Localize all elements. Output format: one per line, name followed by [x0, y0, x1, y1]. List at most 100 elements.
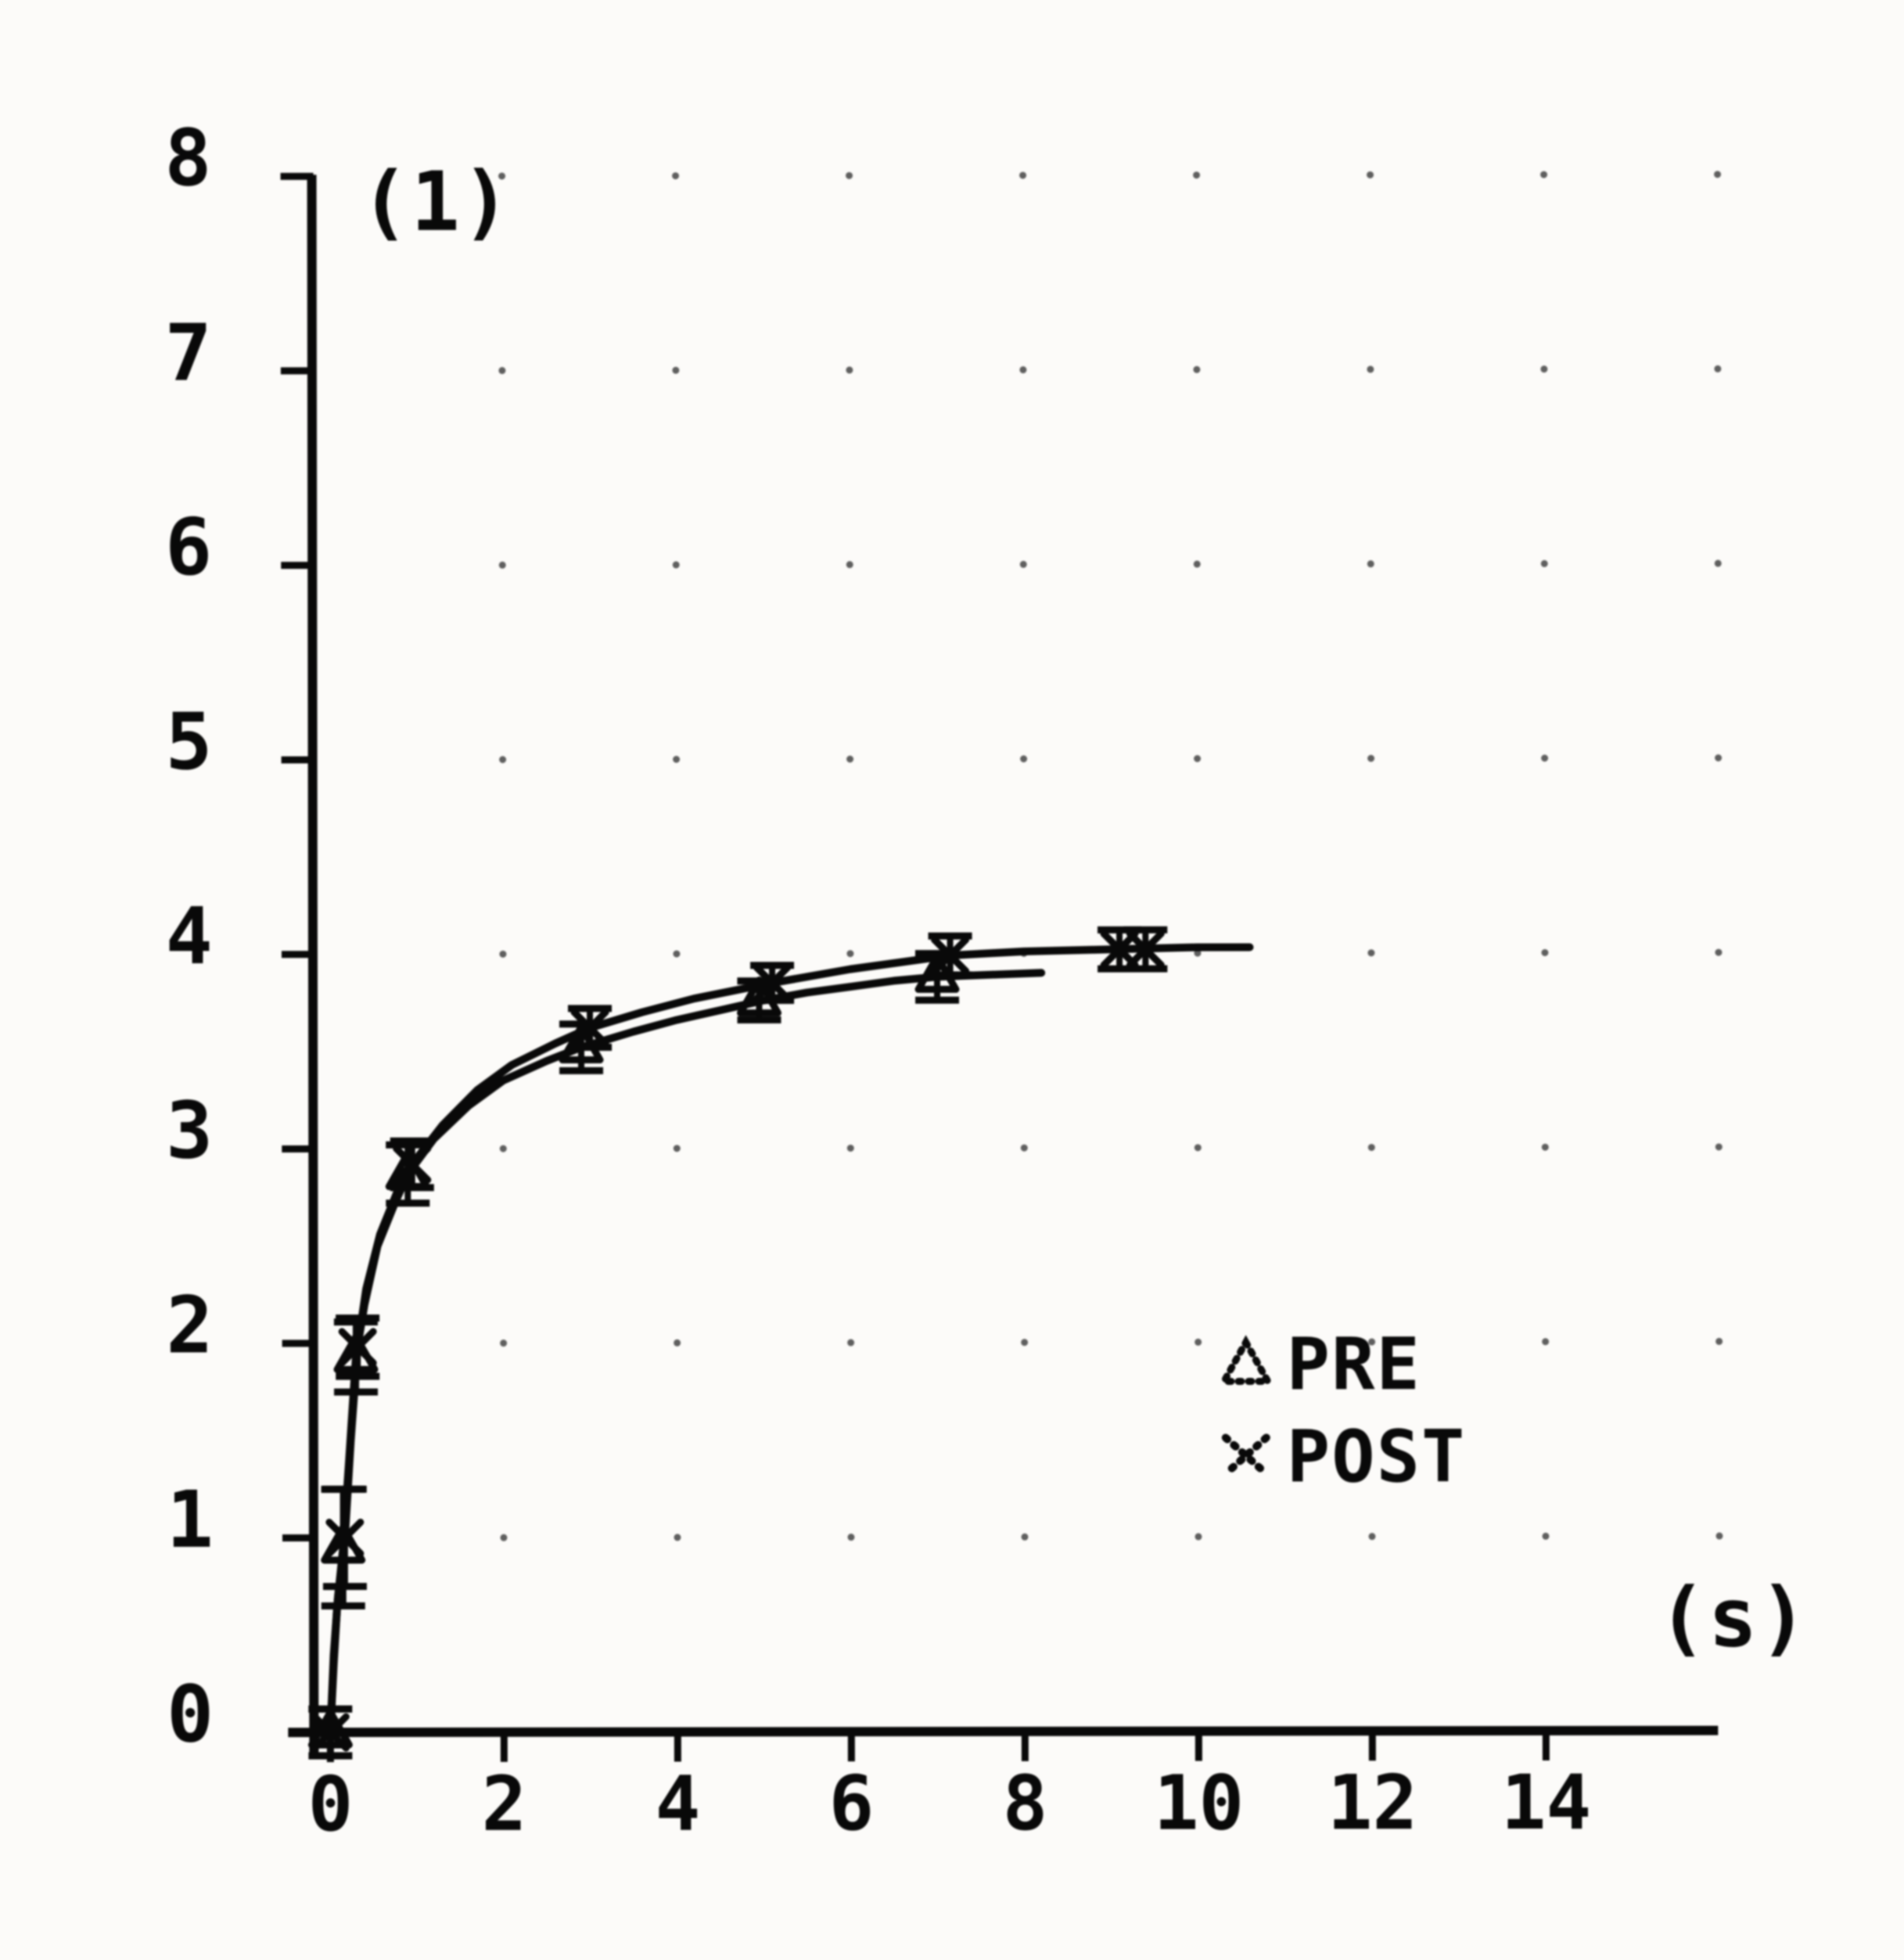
grid-dot [499, 756, 507, 764]
grid-dot [498, 561, 506, 569]
x-axis-unit-annotation: (s) [1658, 1570, 1810, 1666]
grid-dot [499, 1145, 507, 1153]
grid-dot [673, 950, 681, 958]
grid-dot [500, 1534, 508, 1541]
grid-dot [846, 1144, 854, 1152]
grid-dot [1367, 560, 1374, 568]
pre-curve [326, 969, 1046, 1737]
post-x-marker [1126, 930, 1165, 969]
x-tick-label: 0 [307, 1760, 353, 1848]
grid-dot [1542, 1338, 1550, 1346]
grid-dot [1540, 171, 1548, 178]
post-x-marker [1100, 930, 1139, 969]
grid-dot [674, 1339, 681, 1347]
x-tick-label: 10 [1154, 1759, 1245, 1847]
y-tick-label: 2 [166, 1279, 213, 1371]
grid-dot [846, 755, 854, 763]
grid-dot [1714, 365, 1722, 372]
x-marker-icon [1221, 1433, 1270, 1478]
grid-dot [1368, 1338, 1376, 1346]
triangle-marker-icon [1218, 1335, 1274, 1386]
y-tick-label: 6 [165, 502, 212, 593]
grid-dot [846, 561, 853, 569]
grid-dot [672, 172, 680, 180]
x-tick-label: 4 [655, 1760, 700, 1847]
grid-dot [1541, 949, 1549, 957]
grid-dot [1714, 559, 1722, 567]
y-tick-label: 5 [165, 696, 212, 787]
y-tick-label: 8 [164, 113, 211, 204]
grid-dot [847, 1339, 855, 1347]
grid-dot [1715, 754, 1723, 762]
grid-dot [1367, 949, 1375, 957]
grid-dot [673, 755, 681, 763]
grid-dot [673, 1145, 681, 1153]
post-x-marker [393, 1145, 432, 1184]
grid-dot [1021, 1339, 1029, 1347]
grid-dot [674, 1534, 681, 1541]
legend-item-pre: PRE [1205, 1320, 1421, 1408]
post-x-marker [338, 1328, 377, 1367]
grid-dot [1020, 755, 1028, 763]
grid-dot [1019, 366, 1027, 374]
grid-dot [846, 366, 853, 374]
x-tick-label: 12 [1327, 1759, 1418, 1847]
grid-dot [1194, 755, 1202, 763]
grid-dot [1540, 559, 1548, 567]
grid-dot [1715, 1337, 1723, 1345]
y-tick-label: 3 [166, 1085, 213, 1177]
grid-dot [1541, 1143, 1549, 1151]
grid-dot [1020, 1144, 1028, 1152]
legend-label-post: POST [1286, 1414, 1467, 1498]
grid-dot [846, 171, 853, 179]
grid-dot [500, 1340, 508, 1347]
post-x-marker [753, 963, 792, 1002]
grid-dot [1021, 1533, 1029, 1541]
grid-dot [1019, 560, 1027, 568]
grid-dot [1019, 171, 1027, 179]
grid-dot [1193, 560, 1201, 568]
post-curve [326, 943, 1254, 1737]
legend-label-pre: PRE [1286, 1322, 1421, 1406]
grid-dot [1367, 171, 1374, 178]
x-tick-label: 14 [1501, 1759, 1592, 1847]
grid-dot [1367, 754, 1375, 762]
grid-dot [1715, 1143, 1723, 1151]
grid-dot [672, 366, 680, 374]
grid-dot [846, 950, 854, 958]
grid-dot [1194, 1533, 1202, 1541]
grid-dot [1541, 754, 1549, 762]
x-tick-label: 8 [1002, 1760, 1047, 1847]
grid-dot [1540, 365, 1548, 373]
grid-dot [672, 561, 680, 569]
pre-triangle-marker [737, 976, 782, 1017]
y-tick-label: 0 [167, 1668, 214, 1760]
x-axis-line [288, 1725, 1719, 1738]
y-tick-label: 4 [166, 890, 213, 982]
grid-dot [1193, 171, 1201, 179]
x-tick-label: 6 [828, 1760, 874, 1847]
y-tick-label: 1 [167, 1474, 214, 1566]
post-x-marker [311, 1713, 350, 1752]
grid-dot [1715, 948, 1723, 956]
grid-dot [847, 1534, 855, 1541]
post-x-marker [931, 936, 970, 975]
grid-dot [1714, 171, 1722, 178]
grid-dot [1368, 1533, 1376, 1541]
grid-dot [1194, 1338, 1202, 1346]
grid-dot [1193, 365, 1201, 373]
x-tick-label: 2 [481, 1760, 526, 1848]
grid-dot [1367, 365, 1374, 373]
legend-item-post: POST [1205, 1412, 1467, 1500]
y-axis-line [307, 174, 319, 1758]
grid-dot [1367, 1143, 1375, 1151]
post-x-marker [570, 1009, 609, 1048]
y-tick-label: 7 [165, 307, 212, 398]
grid-dot [1715, 1532, 1723, 1540]
grid-dot [1194, 949, 1202, 957]
grid-dot [498, 367, 506, 375]
y-axis-unit-annotation: (1) [360, 153, 512, 250]
